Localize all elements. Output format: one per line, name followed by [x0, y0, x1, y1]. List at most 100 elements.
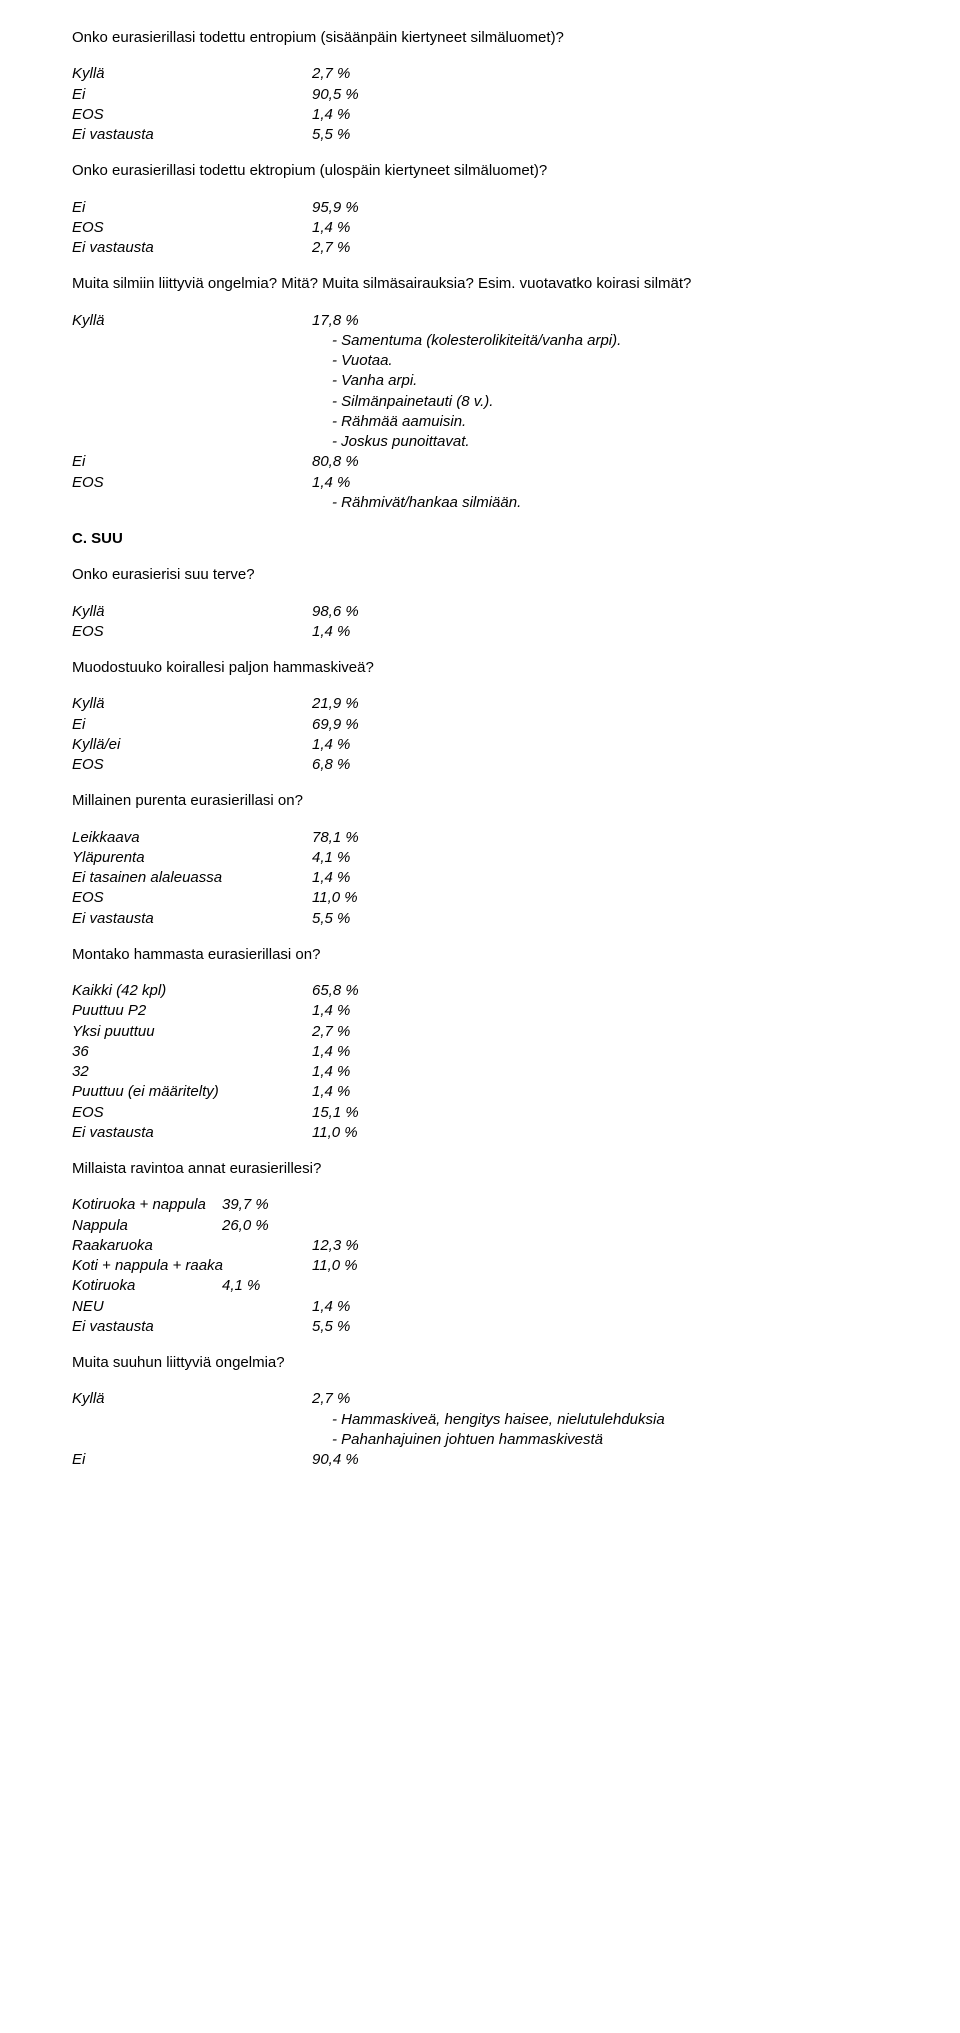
answer-label: EOS	[72, 218, 312, 238]
answer-value: 4,1 %	[312, 848, 392, 868]
question-entropium: Onko eurasierillasi todettu entropium (s…	[72, 28, 888, 48]
section-heading-suu: C. SUU	[72, 529, 888, 549]
answer-value: 2,7 %	[312, 238, 392, 258]
answer-label: Kyllä	[72, 311, 312, 331]
answer-label: EOS	[72, 622, 312, 642]
answer-label: Puuttuu (ei määritelty)	[72, 1082, 312, 1102]
answer-value: 1,4 %	[312, 218, 392, 238]
answers-mouth-healthy: Kyllä98,6 % EOS1,4 %	[72, 602, 888, 643]
answer-label: Kyllä	[72, 1389, 312, 1409]
answers-ektropium: Ei95,9 % EOS1,4 % Ei vastausta2,7 %	[72, 198, 888, 259]
answer-label: Kotiruoka + nappula	[72, 1195, 222, 1215]
comment-list: - Samentuma (kolesterolikiteitä/vanha ar…	[332, 331, 888, 453]
answer-label: Ei tasainen alaleuassa	[72, 868, 312, 888]
answer-value: 90,5 %	[312, 85, 392, 105]
answer-value: 65,8 %	[312, 981, 392, 1001]
answers-other-mouth-issues: Kyllä2,7 % - Hammaskiveä, hengitys haise…	[72, 1389, 888, 1470]
comment-item: - Rähmää aamuisin.	[332, 412, 888, 432]
comment-item: - Vanha arpi.	[332, 371, 888, 391]
answer-label: Nappula	[72, 1216, 222, 1236]
answer-label: EOS	[72, 473, 312, 493]
answer-value: 6,8 %	[312, 755, 392, 775]
answer-value: 17,8 %	[312, 311, 392, 331]
question-ektropium: Onko eurasierillasi todettu ektropium (u…	[72, 161, 888, 181]
comment-item: - Pahanhajuinen johtuen hammaskivestä	[332, 1430, 888, 1450]
question-tartar: Muodostuuko koirallesi paljon hammaskive…	[72, 658, 888, 678]
answer-label: 36	[72, 1042, 312, 1062]
answer-label: EOS	[72, 105, 312, 125]
answer-label: Raakaruoka	[72, 1236, 312, 1256]
answer-label: Ei	[72, 715, 312, 735]
answer-label: EOS	[72, 888, 312, 908]
answer-label: Kyllä/ei	[72, 735, 312, 755]
comment-list: - Hammaskiveä, hengitys haisee, nielutul…	[332, 1410, 888, 1451]
answer-value: 1,4 %	[312, 622, 392, 642]
answer-label: Ei vastausta	[72, 238, 312, 258]
answer-value: 1,4 %	[312, 1062, 392, 1082]
question-mouth-healthy: Onko eurasierisi suu terve?	[72, 565, 888, 585]
answer-value: 39,7 %	[222, 1195, 302, 1215]
comment-list: - Rähmivät/hankaa silmiään.	[332, 493, 888, 513]
comment-item: - Rähmivät/hankaa silmiään.	[332, 493, 888, 513]
answer-value: 11,0 %	[312, 1256, 392, 1276]
answer-value: 1,4 %	[312, 1001, 392, 1021]
answer-label: Kyllä	[72, 694, 312, 714]
answer-value: 12,3 %	[312, 1236, 392, 1256]
answers-entropium: Kyllä2,7 % Ei90,5 % EOS1,4 % Ei vastaust…	[72, 64, 888, 145]
answer-value: 69,9 %	[312, 715, 392, 735]
question-other-eye-issues: Muita silmiin liittyviä ongelmia? Mitä? …	[72, 274, 888, 294]
answer-value: 21,9 %	[312, 694, 392, 714]
question-bite: Millainen purenta eurasierillasi on?	[72, 791, 888, 811]
answer-label: Kyllä	[72, 602, 312, 622]
answer-value: 4,1 %	[222, 1276, 302, 1296]
answer-value: 11,0 %	[312, 1123, 392, 1143]
answer-label: Kyllä	[72, 64, 312, 84]
answers-tooth-count: Kaikki (42 kpl)65,8 % Puuttuu P21,4 % Yk…	[72, 981, 888, 1143]
question-food: Millaista ravintoa annat eurasierillesi?	[72, 1159, 888, 1179]
answer-label: NEU	[72, 1297, 312, 1317]
answer-label: Ei	[72, 452, 312, 472]
answer-value: 1,4 %	[312, 868, 392, 888]
answer-value: 1,4 %	[312, 735, 392, 755]
answer-value: 2,7 %	[312, 64, 392, 84]
answer-value: 5,5 %	[312, 1317, 392, 1337]
question-tooth-count: Montako hammasta eurasierillasi on?	[72, 945, 888, 965]
answer-value: 2,7 %	[312, 1022, 392, 1042]
answer-value: 5,5 %	[312, 125, 392, 145]
answer-label: Yksi puuttuu	[72, 1022, 312, 1042]
comment-item: - Vuotaa.	[332, 351, 888, 371]
answer-value: 90,4 %	[312, 1450, 392, 1470]
answer-value: 78,1 %	[312, 828, 392, 848]
answer-value: 1,4 %	[312, 1082, 392, 1102]
answer-label: EOS	[72, 1103, 312, 1123]
answer-value: 11,0 %	[312, 888, 392, 908]
answer-value: 2,7 %	[312, 1389, 392, 1409]
answer-label: Ei vastausta	[72, 909, 312, 929]
answer-label: Koti + nappula + raaka	[72, 1256, 312, 1276]
answer-label: Ei vastausta	[72, 125, 312, 145]
answer-value: 1,4 %	[312, 105, 392, 125]
answer-label: Kotiruoka	[72, 1276, 222, 1296]
answers-food: Kotiruoka + nappula39,7 % Nappula26,0 % …	[72, 1195, 888, 1337]
comment-item: - Samentuma (kolesterolikiteitä/vanha ar…	[332, 331, 888, 351]
answer-label: Yläpurenta	[72, 848, 312, 868]
comment-item: - Silmänpainetauti (8 v.).	[332, 392, 888, 412]
answer-label: Kaikki (42 kpl)	[72, 981, 312, 1001]
answer-label: Ei	[72, 198, 312, 218]
comment-item: - Hammaskiveä, hengitys haisee, nielutul…	[332, 1410, 888, 1430]
answer-label: EOS	[72, 755, 312, 775]
answer-label: 32	[72, 1062, 312, 1082]
answers-other-eye-issues: Kyllä17,8 % - Samentuma (kolesterolikite…	[72, 311, 888, 514]
answer-label: Leikkaava	[72, 828, 312, 848]
answer-value: 1,4 %	[312, 473, 392, 493]
document-page: Onko eurasierillasi todettu entropium (s…	[0, 0, 960, 2033]
answer-value: 1,4 %	[312, 1297, 392, 1317]
answer-label: Ei vastausta	[72, 1123, 312, 1143]
answer-value: 15,1 %	[312, 1103, 392, 1123]
answer-label: Puuttuu P2	[72, 1001, 312, 1021]
answer-label: Ei vastausta	[72, 1317, 312, 1337]
comment-item: - Joskus punoittavat.	[332, 432, 888, 452]
answer-value: 1,4 %	[312, 1042, 392, 1062]
answer-value: 26,0 %	[222, 1216, 302, 1236]
answers-bite: Leikkaava78,1 % Yläpurenta4,1 % Ei tasai…	[72, 828, 888, 929]
